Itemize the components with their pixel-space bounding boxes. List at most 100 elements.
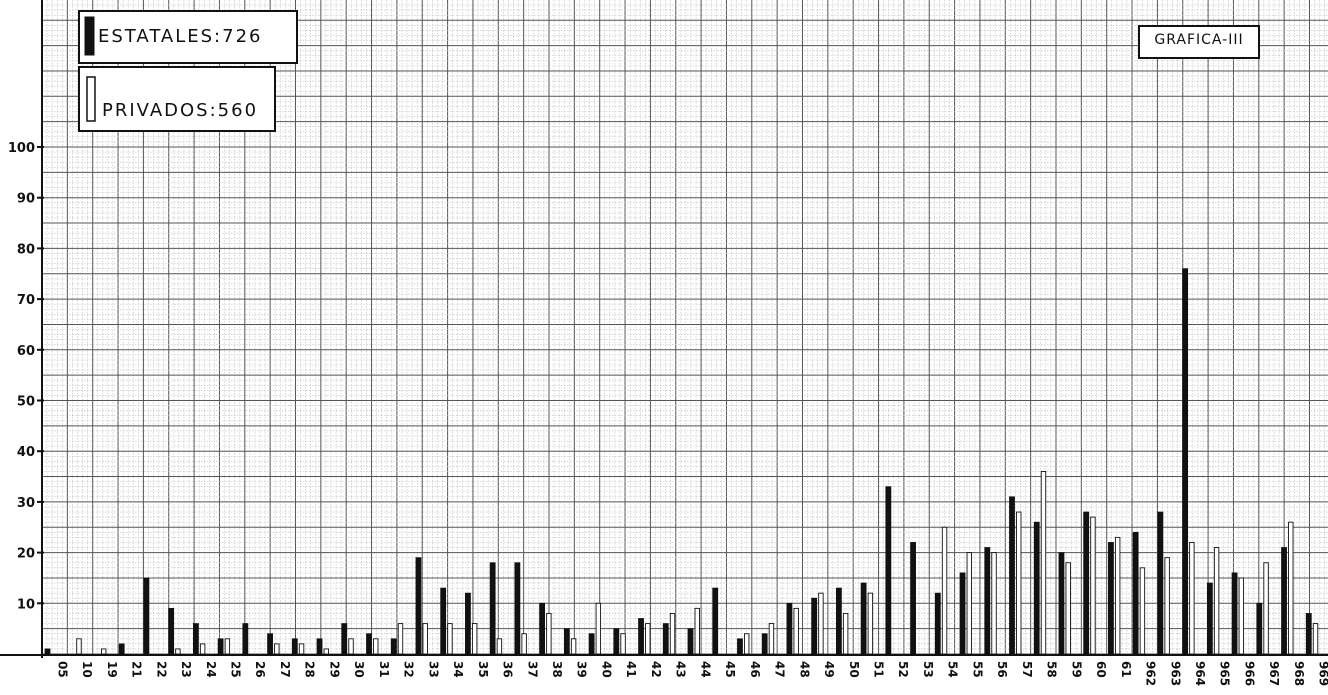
bar-estatales [217,638,224,655]
bar-privados [1065,562,1071,655]
bar-estatales [440,587,447,655]
bar-estatales [835,587,842,655]
bar-estatales [539,602,546,655]
bar-privados [867,592,874,655]
swatch-estatales-rect [84,16,95,56]
bar-estatales [1281,547,1287,655]
chart-title-box: GRAFICA-III [1138,25,1260,59]
x-tick-label: 53 [921,661,935,678]
x-tick-label: 40 [599,661,613,678]
bar-privados [1288,521,1294,655]
y-tick-label: 90 [17,192,35,207]
bar-estatales [291,638,298,655]
x-tick-label: 37 [525,661,539,678]
x-tick-label: 50 [847,661,861,678]
bar-estatales [489,562,496,655]
x-tick-label: 29 [327,661,341,678]
x-tick-label: 33 [426,661,440,678]
bar-estatales [366,633,372,655]
x-tick-label: 54 [946,661,960,678]
bar-privados [595,602,602,655]
x-tick-label: 962 [1144,661,1158,686]
x-tick-label: 967 [1267,661,1281,686]
bar-estatales [341,623,348,655]
x-tick-label: 48 [797,661,811,678]
bar-estatales [687,628,694,655]
x-tick-label: 965 [1218,661,1232,686]
x-tick-label: 966 [1242,661,1256,686]
bar-estatales [984,547,991,655]
x-tick-label: 56 [995,661,1009,678]
bar-privados [966,552,972,655]
bar-privados [818,592,824,655]
bar-estatales [1231,572,1238,655]
bar-estatales [934,592,941,655]
bar-estatales [885,486,892,655]
bar-estatales [44,648,51,655]
bar-estatales [860,582,867,655]
bar-privados [620,633,626,655]
x-tick-label: 38 [550,661,564,678]
x-tick-label: 23 [179,661,193,678]
x-tick-label: 44 [698,661,712,678]
bar-estatales [1157,511,1164,655]
bar-privados [1312,623,1319,655]
x-tick-label: 964 [1193,661,1207,686]
x-tick-label: 59 [1069,661,1083,678]
x-tick-label: 52 [896,661,910,678]
bar-estatales [316,638,323,655]
bar-privados [199,643,206,655]
bar-estatales [662,623,669,655]
bar-privados [373,638,379,655]
x-tick-label: 25 [228,661,242,678]
bar-privados [496,638,503,655]
bar-estatales [267,633,273,655]
x-tick-label: 45 [723,661,737,678]
y-tick-label: 30 [17,496,35,511]
bar-estatales [1206,582,1213,655]
x-tick-label: 57 [1020,661,1034,678]
bar-estatales [415,557,422,655]
bar-estatales [118,643,125,655]
bar-privados [101,648,107,655]
bars [44,268,1319,655]
bar-privados [1189,542,1195,655]
legend-label-privados: PRIVADOS:560 [102,100,259,121]
x-tick-label: 42 [649,661,663,678]
bar-estatales [563,628,570,655]
bar-estatales [638,618,644,655]
legend-privados: PRIVADOS:560 [78,66,276,132]
bar-privados [521,633,527,655]
x-tick-label: 30 [352,661,366,678]
bar-privados [298,643,305,655]
bar-privados [224,638,231,655]
bar-privados [991,552,997,655]
x-tick-label: 19 [105,661,119,678]
bar-privados [744,633,750,655]
bar-privados [793,607,799,655]
legend-swatch-estatales [84,16,95,56]
x-tick-label: 39 [575,661,589,678]
x-tick-label: 32 [402,661,416,678]
x-tick-label: 46 [748,661,762,678]
bar-estatales [390,638,397,655]
x-tick-label: 24 [204,661,218,678]
bar-privados [669,612,676,655]
bar-privados [323,648,329,655]
x-tick-label: 55 [970,661,984,678]
bar-privados [768,623,775,655]
y-tick-label: 50 [17,395,35,410]
x-tick-label: 27 [278,661,292,678]
y-tick-label: 100 [8,141,35,156]
chart-title: GRAFICA-III [1154,32,1244,48]
y-tick-label: 60 [17,344,35,359]
bar-privados [842,612,849,655]
bar-estatales [242,623,249,655]
y-tick-label: 80 [17,242,35,257]
bar-privados [1040,471,1047,655]
x-tick-label: 22 [154,661,168,678]
legend-estatales: ESTATALES:726 [78,10,298,64]
bar-privados [1164,557,1170,655]
x-tick-label: 28 [303,661,317,678]
